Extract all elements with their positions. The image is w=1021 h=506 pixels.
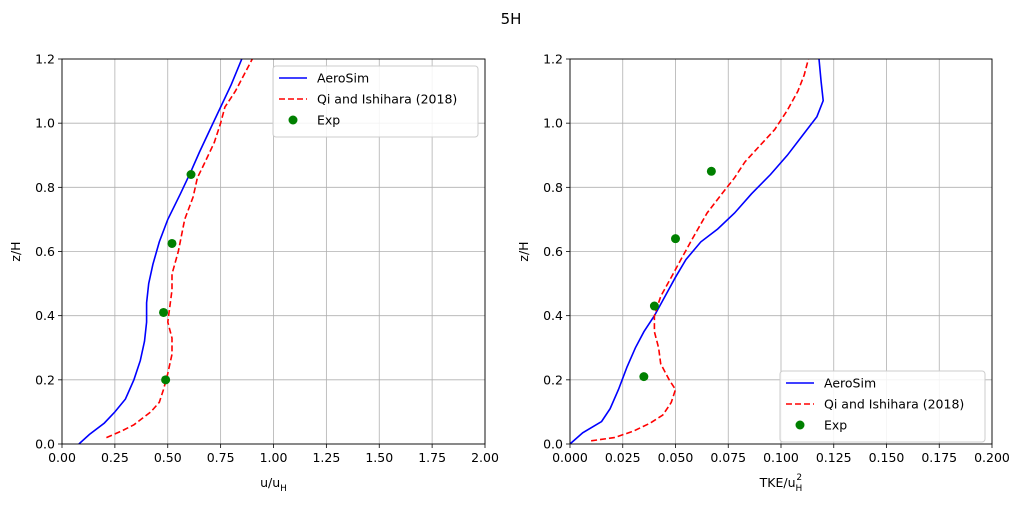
x-tick-label: 0.75 <box>207 450 235 465</box>
x-tick-label: 0.025 <box>605 450 641 465</box>
legend-label: Qi and Ishihara (2018) <box>317 92 457 107</box>
x-tick-label: 0.175 <box>921 450 957 465</box>
y-tick-label: 1.0 <box>35 116 55 131</box>
legend-marker <box>795 420 805 430</box>
y-tick-label: 0.2 <box>35 372 55 387</box>
x-tick-label: 0.000 <box>552 450 588 465</box>
x-tick-label: 0.50 <box>154 450 182 465</box>
exp-data-point <box>706 166 716 176</box>
y-tick-label: 0.6 <box>543 244 563 259</box>
x-tick-label: 0.00 <box>48 450 76 465</box>
x-tick-label: 0.150 <box>869 450 905 465</box>
chart-mean-velocity: 0.00 0.25 0.50 0.75 1.00 1.25 1.50 1.75 2.00 0.0 0… <box>8 52 499 495</box>
legend-label: Qi and Ishihara (2018) <box>824 397 964 412</box>
x-tick-label: 1.50 <box>365 450 393 465</box>
legend-label: Exp <box>317 113 340 128</box>
exp-data-point <box>649 301 659 311</box>
aerosim-series-line <box>570 59 825 444</box>
y-tick-label: 1.2 <box>543 52 563 67</box>
y-tick-label: 0.0 <box>543 437 563 452</box>
y-tick-label: 0.8 <box>543 180 563 195</box>
legend-label: Exp <box>824 418 847 433</box>
figure-suptitle: 5H <box>501 10 522 28</box>
x-tick-label: 1.00 <box>260 450 288 465</box>
legend: AeroSim Qi and Ishihara (2018) Exp <box>779 370 986 443</box>
y-tick-label: 0.0 <box>35 437 55 452</box>
qi-ishihara-series-line <box>106 59 254 439</box>
x-tick-label: 1.75 <box>418 450 446 465</box>
aerosim-series-line <box>78 59 243 444</box>
x-tick-label: 0.050 <box>658 450 694 465</box>
x-tick-label: 0.200 <box>974 450 1010 465</box>
x-tick-label: 0.075 <box>710 450 746 465</box>
exp-data-point <box>161 375 171 385</box>
y-axis-label: z/H <box>516 241 531 261</box>
y-tick-label: 0.2 <box>543 372 563 387</box>
y-tick-label: 1.2 <box>35 52 55 67</box>
x-axis-label: TKE/uH2 <box>759 473 803 494</box>
x-tick-label: 0.125 <box>816 450 852 465</box>
x-tick-label: 1.25 <box>312 450 340 465</box>
y-axis-label: z/H <box>8 241 23 261</box>
legend-label: AeroSim <box>317 71 369 86</box>
legend: AeroSim Qi and Ishihara (2018) Exp <box>272 65 479 138</box>
y-tick-label: 0.4 <box>35 308 55 323</box>
exp-data-point <box>159 307 169 317</box>
qi-ishihara-series-line <box>590 59 810 442</box>
legend-label: AeroSim <box>824 376 876 391</box>
exp-data-point <box>671 234 680 244</box>
x-axis-label: u/uH <box>260 475 287 494</box>
y-tick-label: 0.6 <box>35 244 55 259</box>
chart-tke: 0.000 0.025 0.050 0.075 0.100 0.125 0.150 0.175… <box>516 52 1010 495</box>
y-tick-label: 1.0 <box>543 116 563 131</box>
exp-data-point <box>167 238 177 248</box>
y-tick-label: 0.4 <box>543 308 563 323</box>
x-tick-label: 0.100 <box>763 450 799 465</box>
x-tick-label: 0.25 <box>101 450 129 465</box>
axes-frame <box>61 58 486 445</box>
y-tick-label: 0.8 <box>35 180 55 195</box>
legend-marker <box>288 115 298 125</box>
axes-frame <box>569 58 993 445</box>
exp-data-point <box>639 372 649 382</box>
exp-data-point <box>186 170 196 179</box>
x-tick-label: 2.00 <box>471 450 499 465</box>
